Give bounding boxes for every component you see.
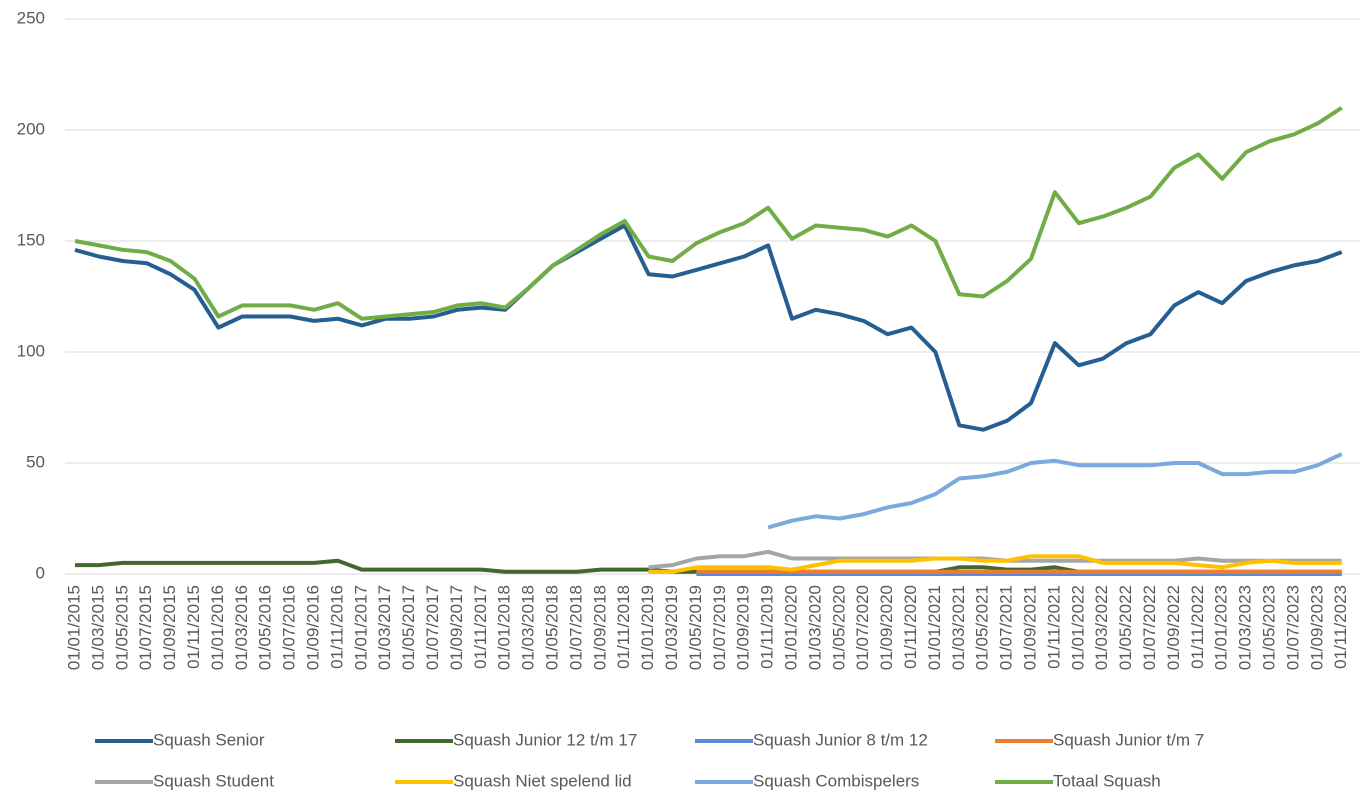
- x-tick-label: 01/11/2022: [1188, 585, 1207, 669]
- x-tick-label: 01/01/2016: [208, 585, 227, 670]
- x-tick-label: 01/09/2018: [590, 585, 609, 670]
- x-tick-label: 01/09/2020: [877, 585, 896, 670]
- x-tick-label: 01/07/2022: [1140, 585, 1159, 670]
- x-tick-label: 01/07/2015: [136, 585, 155, 670]
- x-tick-label: 01/05/2015: [112, 585, 131, 670]
- y-tick-label: 100: [17, 341, 45, 360]
- x-tick-label: 01/01/2015: [64, 585, 83, 670]
- x-tick-label: 01/05/2018: [542, 585, 561, 670]
- legend-label: Squash Junior 12 t/m 17: [453, 730, 637, 749]
- x-tick-label: 01/09/2023: [1307, 585, 1326, 670]
- x-tick-label: 01/09/2017: [447, 585, 466, 670]
- series-line: [74, 223, 1343, 432]
- x-tick-label: 01/11/2016: [327, 585, 346, 669]
- x-tick-label: 01/05/2019: [686, 585, 705, 670]
- x-tick-label: 01/03/2017: [375, 585, 394, 670]
- x-tick-label: 01/03/2023: [1236, 585, 1255, 670]
- x-tick-label: 01/09/2019: [734, 585, 753, 670]
- y-tick-label: 250: [17, 8, 45, 27]
- x-tick-label: 01/05/2017: [399, 585, 418, 670]
- y-tick-label: 0: [36, 563, 45, 582]
- x-tick-label: 01/01/2021: [925, 585, 944, 670]
- legend-label: Squash Junior t/m 7: [1053, 730, 1204, 749]
- series-line: [767, 452, 1343, 530]
- legend-label: Squash Senior: [153, 730, 265, 749]
- x-tick-label: 01/11/2021: [1044, 585, 1063, 669]
- x-tick-label: 01/07/2020: [853, 585, 872, 670]
- x-tick-label: 01/11/2015: [184, 585, 203, 669]
- x-tick-label: 01/05/2023: [1259, 585, 1278, 670]
- x-tick-label: 01/01/2017: [351, 585, 370, 670]
- x-tick-label: 01/01/2020: [781, 585, 800, 670]
- x-tick-label: 01/05/2021: [973, 585, 992, 670]
- y-tick-label: 150: [17, 230, 45, 249]
- y-tick-label: 50: [26, 452, 45, 471]
- legend-label: Squash Student: [153, 771, 274, 790]
- x-tick-label: 01/03/2019: [662, 585, 681, 670]
- series-line: [74, 106, 1343, 321]
- x-tick-label: 01/01/2023: [1212, 585, 1231, 670]
- x-tick-label: 01/07/2023: [1283, 585, 1302, 670]
- x-tick-label: 01/03/2021: [949, 585, 968, 670]
- x-tick-label: 01/05/2016: [256, 585, 275, 670]
- x-tick-label: 01/07/2016: [280, 585, 299, 670]
- x-tick-label: 01/11/2017: [471, 585, 490, 669]
- legend-label: Squash Niet spelend lid: [453, 771, 632, 790]
- x-tick-label: 01/03/2020: [805, 585, 824, 670]
- x-tick-label: 01/07/2021: [997, 585, 1016, 670]
- legend-label: Squash Junior 8 t/m 12: [753, 730, 928, 749]
- x-tick-label: 01/09/2016: [303, 585, 322, 670]
- x-tick-label: 01/03/2018: [519, 585, 538, 670]
- x-tick-label: 01/03/2016: [232, 585, 251, 670]
- x-tick-label: 01/09/2021: [1020, 585, 1039, 670]
- x-tick-label: 01/07/2019: [710, 585, 729, 670]
- x-tick-label: 01/07/2017: [423, 585, 442, 670]
- x-tick-label: 01/11/2018: [614, 585, 633, 669]
- x-tick-label: 01/01/2018: [495, 585, 514, 670]
- x-tick-label: 01/11/2019: [758, 585, 777, 669]
- x-tick-label: 01/05/2020: [829, 585, 848, 670]
- legend-label: Totaal Squash: [1053, 771, 1161, 790]
- x-tick-label: 01/03/2015: [88, 585, 107, 670]
- y-tick-label: 200: [17, 119, 45, 138]
- series-line: [648, 554, 1342, 574]
- x-tick-label: 01/01/2019: [638, 585, 657, 670]
- x-tick-label: 01/11/2020: [901, 585, 920, 669]
- x-tick-label: 01/05/2022: [1116, 585, 1135, 670]
- x-tick-label: 01/07/2018: [566, 585, 585, 670]
- x-tick-label: 01/01/2022: [1068, 585, 1087, 670]
- x-tick-label: 01/09/2015: [160, 585, 179, 670]
- x-tick-label: 01/11/2023: [1331, 585, 1350, 669]
- x-tick-label: 01/03/2022: [1092, 585, 1111, 670]
- legend-label: Squash Combispelers: [753, 771, 919, 790]
- x-tick-label: 01/09/2022: [1164, 585, 1183, 670]
